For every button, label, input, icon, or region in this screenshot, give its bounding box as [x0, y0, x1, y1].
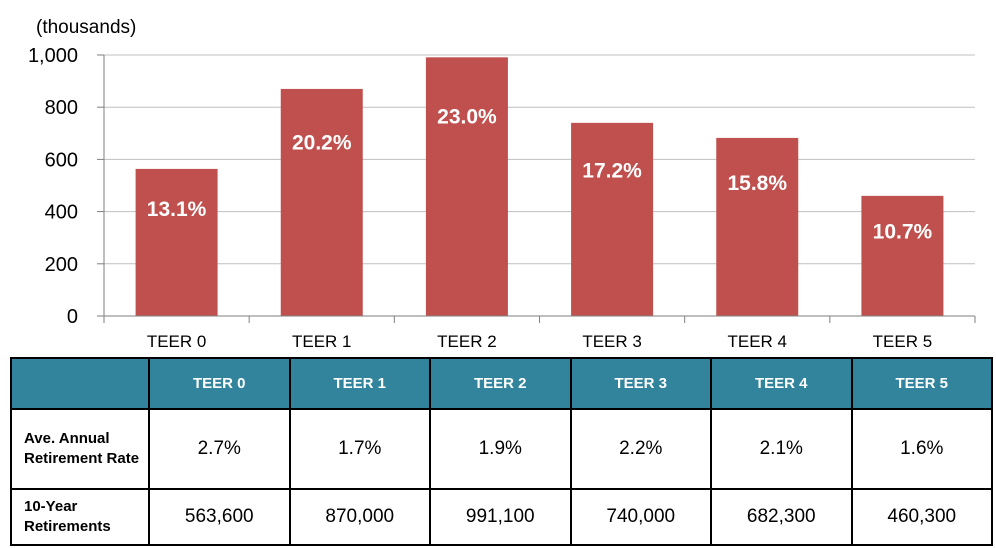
table-cell: 682,300 — [710, 488, 853, 546]
table-cell: 460,300 — [850, 488, 993, 546]
y-axis-ticks: 0 200 400 600 800 1,000 — [28, 45, 104, 328]
table-row: Ave. Annual Retirement Rate 2.7% 1.7% 1.… — [10, 408, 993, 490]
gridlines — [104, 54, 975, 265]
y-tick-label: 1,000 — [28, 45, 78, 67]
column-header: TEER 1 — [288, 357, 431, 410]
column-header: TEER 5 — [850, 357, 993, 410]
table-cell: 1.9% — [429, 408, 572, 490]
y-tick-label: 800 — [45, 97, 78, 119]
table-cell: 563,600 — [148, 488, 291, 546]
column-header: TEER 4 — [710, 357, 853, 410]
column-header: TEER 2 — [429, 357, 572, 410]
table-cell: 2.2% — [569, 408, 712, 490]
bar-data-label: 23.0% — [437, 105, 497, 128]
bar-data-label: 15.8% — [727, 172, 787, 195]
table-cell: 870,000 — [288, 488, 431, 546]
row-label: 10-Year Retirements — [10, 488, 150, 546]
x-tick-label: TEER 1 — [292, 332, 352, 351]
summary-table: TEER 0 TEER 1 TEER 2 TEER 3 TEER 4 TEER … — [10, 357, 993, 546]
axes — [103, 55, 975, 317]
x-tick-label: TEER 3 — [582, 332, 642, 351]
x-tick-label: TEER 5 — [873, 332, 933, 351]
bar — [425, 57, 508, 316]
table-cell: 1.7% — [288, 408, 431, 490]
row-label: Ave. Annual Retirement Rate — [10, 408, 150, 490]
y-tick-label: 200 — [45, 254, 78, 276]
bar — [135, 168, 218, 316]
x-tick-label: TEER 2 — [437, 332, 497, 351]
bar — [571, 122, 654, 316]
bar-chart: (thousands) 13.1% 20.2% 23.0% 17.2% 15.8% 10.… — [28, 17, 976, 351]
table-cell: 2.7% — [148, 408, 291, 490]
table-cell: 991,100 — [429, 488, 572, 546]
y-axis-units-label: (thousands) — [36, 17, 136, 38]
x-axis-ticks: TEER 0 TEER 1 TEER 2 TEER 3 TEER 4 TEER 5 — [103, 316, 976, 351]
column-header: TEER 0 — [148, 357, 291, 410]
bar-data-label: 17.2% — [582, 160, 642, 183]
bar-data-label: 20.2% — [292, 132, 352, 155]
bar — [716, 137, 799, 316]
table-cell: 1.6% — [850, 408, 993, 490]
x-tick-label: TEER 0 — [147, 332, 207, 351]
bar — [280, 88, 363, 317]
bar-data-label: 10.7% — [873, 220, 933, 243]
y-tick-label: 400 — [45, 202, 78, 224]
y-tick-label: 0 — [67, 306, 78, 328]
table-header-corner — [10, 357, 150, 410]
x-tick-label: TEER 4 — [727, 332, 787, 351]
bar-data-label: 13.1% — [147, 198, 207, 221]
bar — [861, 195, 944, 316]
table-cell: 2.1% — [710, 408, 853, 490]
table-cell: 740,000 — [569, 488, 712, 546]
bars: 13.1% 20.2% 23.0% 17.2% 15.8% 10.7% — [135, 57, 944, 317]
table-row: 10-Year Retirements 563,600 870,000 991,… — [10, 488, 993, 546]
table-header-row: TEER 0 TEER 1 TEER 2 TEER 3 TEER 4 TEER … — [10, 357, 993, 410]
y-tick-label: 600 — [45, 149, 78, 171]
column-header: TEER 3 — [569, 357, 712, 410]
